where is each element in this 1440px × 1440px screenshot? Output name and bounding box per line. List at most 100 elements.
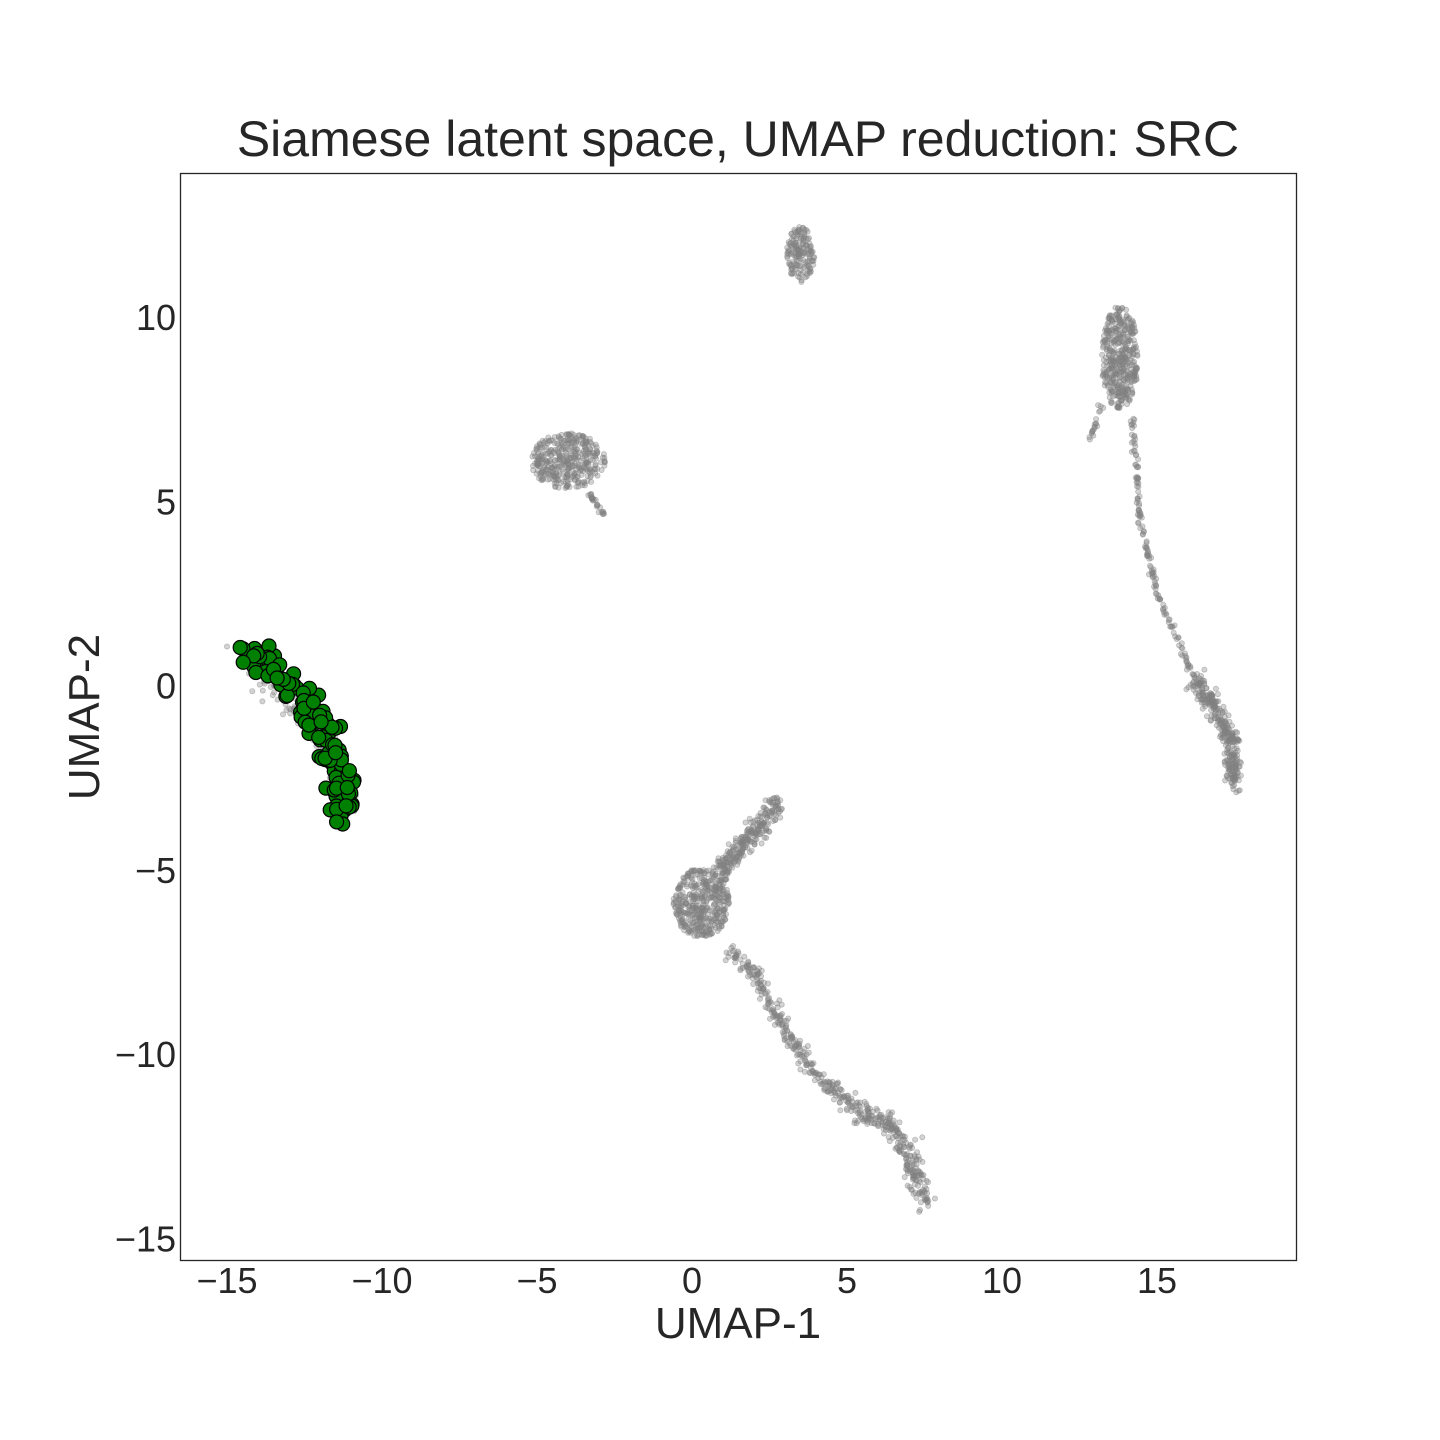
background-point [1134,495,1141,502]
background-point [813,1069,820,1076]
background-point [1222,720,1229,727]
background-point [1139,531,1146,538]
background-point [1108,387,1115,394]
background-point [676,894,683,901]
background-point [723,876,730,883]
background-point [1136,502,1143,509]
background-point [1107,346,1114,353]
background-point [836,1099,843,1106]
background-point [578,466,585,473]
background-point [758,977,765,984]
background-point [1225,724,1232,731]
background-point [1097,403,1104,410]
background-point [796,250,803,257]
background-point [533,458,540,465]
background-point [555,433,562,440]
background-point [1106,389,1113,396]
background-point [909,1144,916,1151]
background-point [1160,605,1167,612]
background-point [536,475,543,482]
background-point [795,250,802,257]
background-point [572,454,579,461]
background-point [549,437,556,444]
background-point [706,926,713,933]
background-point [1219,718,1226,725]
background-point [547,452,554,459]
background-point [1157,596,1164,603]
background-point [1219,709,1226,716]
background-point [724,871,731,878]
background-point [683,923,690,930]
background-point [1226,726,1233,733]
background-point [786,248,793,255]
background-point [546,448,553,455]
background-point [789,1035,796,1042]
background-point [1220,738,1227,745]
background-point [695,888,702,895]
background-point [1108,365,1115,372]
background-point [553,475,560,482]
background-point [750,964,757,971]
background-point [691,914,698,921]
background-point [586,448,593,455]
background-point [1120,318,1127,325]
background-point [1232,767,1239,774]
background-point [1229,734,1236,741]
background-point [766,813,773,820]
background-point [1107,354,1114,361]
background-point [537,441,544,448]
background-point [721,876,728,883]
background-point [904,1182,911,1189]
background-point [772,803,779,810]
background-point [1211,704,1218,711]
background-point [1120,360,1127,367]
background-point [925,1202,932,1209]
background-point [1114,389,1121,396]
background-point [1231,782,1238,789]
background-point [1208,707,1215,714]
background-point [767,799,774,806]
background-point [1197,696,1204,703]
background-point [861,1098,868,1105]
background-point [1127,348,1134,355]
background-point [1116,368,1123,375]
background-point [1109,355,1116,362]
background-point [1196,682,1203,689]
background-point [1113,311,1120,318]
background-point [1146,552,1153,559]
background-point [850,1103,857,1110]
background-point [1179,652,1186,659]
background-point [916,1190,923,1197]
background-point [1122,354,1129,361]
background-point [1120,352,1127,359]
background-point [790,233,797,240]
background-point [1116,375,1123,382]
background-point [551,450,558,457]
background-point [1089,427,1096,434]
background-point [1131,377,1138,384]
background-point [534,445,541,452]
background-point [758,818,765,825]
background-point [756,979,763,986]
background-point [1203,685,1210,692]
background-point [693,921,700,928]
background-point [796,274,803,281]
background-point [791,240,798,247]
background-point [551,439,558,446]
background-point [1089,428,1096,435]
background-point [794,246,801,253]
background-point [555,434,562,441]
background-point [1225,737,1232,744]
background-point [774,1019,781,1026]
background-point [1107,347,1114,354]
background-point [1143,538,1150,545]
background-point [900,1144,907,1151]
background-point [1210,705,1217,712]
background-point [720,886,727,893]
background-point [550,465,557,472]
background-point [1115,305,1122,312]
background-point [700,910,707,917]
background-point [838,1094,845,1101]
background-point [692,882,699,889]
background-point [1104,327,1111,334]
